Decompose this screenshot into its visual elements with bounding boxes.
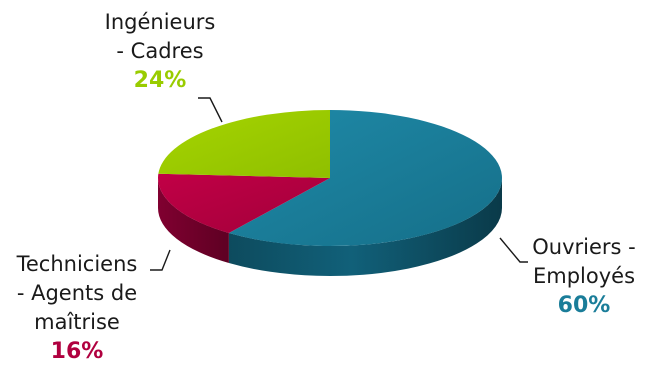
slice-label-line: Techniciens <box>16 252 138 276</box>
slice-label-line: Ingénieurs <box>104 10 216 34</box>
slice-value-label: 60% <box>557 293 611 318</box>
leader-line-ouvriers <box>499 237 528 263</box>
slice-label-line: - Cadres <box>116 39 204 63</box>
slice-label-line: - Agents de <box>16 281 138 305</box>
slice-label-line: Ouvriers - <box>532 235 636 259</box>
pie-slice-side <box>158 178 229 264</box>
leader-line-techniciens <box>150 249 171 271</box>
slice-label-ingenieurs: Ingénieurs - Cadres 24% <box>90 8 230 95</box>
slice-label-techniciens: Techniciens - Agents de maîtrise 16% <box>2 250 152 366</box>
pie-slice-techniciens <box>158 173 330 234</box>
slice-value-label: 16% <box>50 339 104 364</box>
leader-line-ingenieurs <box>198 97 223 123</box>
pie-slice-side <box>228 178 502 276</box>
pie-slice-ingenieurs <box>158 110 330 178</box>
pie-slice-ouvriers <box>228 110 502 246</box>
slice-label-ouvriers: Ouvriers - Employés 60% <box>524 233 644 320</box>
slice-label-line: Employés <box>532 264 636 288</box>
slice-label-line: maîtrise <box>34 310 120 334</box>
slice-value-label: 24% <box>133 68 187 93</box>
